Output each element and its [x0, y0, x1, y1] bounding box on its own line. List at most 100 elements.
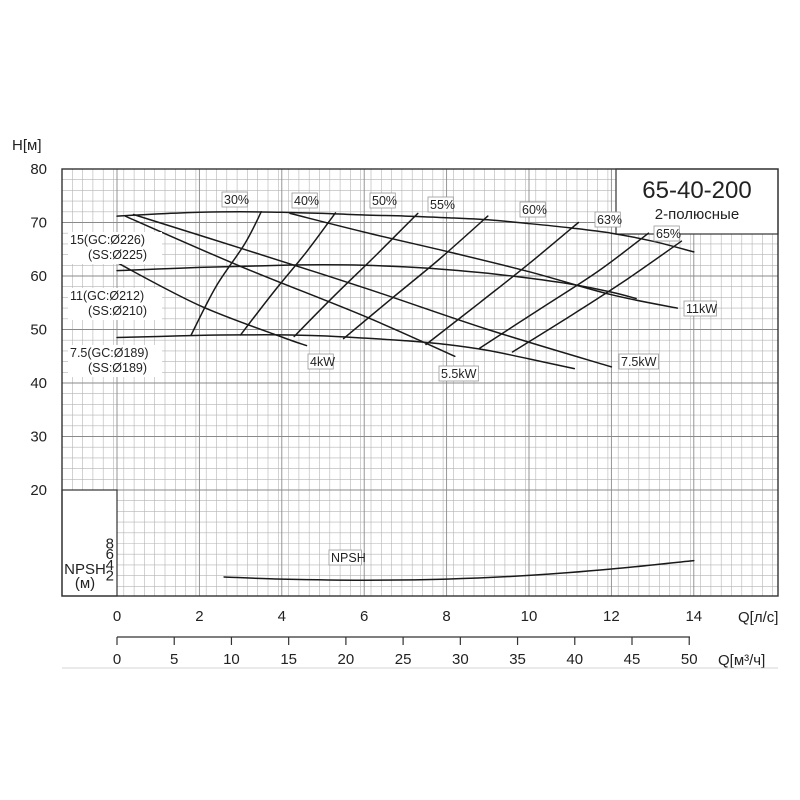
efficiency-label-text: 60%: [522, 203, 547, 217]
efficiency-label-box: [291, 192, 318, 209]
plot-frame: [61, 168, 779, 597]
secondary-tick-label: 10: [223, 651, 240, 668]
y-tick-label: 50: [30, 322, 47, 339]
power-label: 4kW: [307, 353, 335, 370]
power-label-text: 4kW: [310, 355, 335, 369]
secondary-tick-label: 20: [338, 651, 355, 668]
npsh-tick-label: 6: [106, 546, 114, 563]
power-label: 11kW: [683, 300, 717, 317]
efficiency-curve: [342, 215, 489, 340]
efficiency-label-box: [519, 201, 546, 218]
impeller-label-line1: 7.5(GC:Ø189): [70, 346, 149, 360]
npsh-tick-label: 8: [106, 536, 114, 553]
y-tick-label: 80: [30, 161, 47, 178]
secondary-tick-label: 30: [452, 651, 469, 668]
efficiency-label: 40%: [291, 192, 319, 209]
efficiency-label-box: [427, 196, 454, 213]
secondary-x-axis: 0 5 10 15 20 25 30 35 40 45 50 Q[м³/ч]: [113, 636, 765, 669]
efficiency-curve: [511, 240, 683, 353]
npsh-tick-label: 4: [106, 557, 114, 574]
efficiency-label-text: 55%: [430, 198, 455, 212]
secondary-tick-label: 50: [681, 651, 698, 668]
efficiency-label-box: [221, 191, 248, 208]
efficiency-label-text: 30%: [224, 193, 249, 207]
efficiency-label-text: 63%: [597, 213, 622, 227]
x-tick-label: 2: [195, 608, 203, 625]
y-tick-label: 20: [30, 482, 47, 499]
power-label-text: 7.5kW: [621, 355, 657, 369]
impeller-label-line2: (SS:Ø225): [88, 248, 147, 262]
y-axis-label: H[м]: [12, 137, 41, 154]
chart-subtitle: 2-полюсные: [655, 206, 739, 223]
power-line: [124, 215, 456, 358]
x-tick-label: 14: [685, 608, 702, 625]
secondary-axis-label: Q[м³/ч]: [718, 652, 765, 669]
impeller-label-line1: 15(GC:Ø226): [70, 233, 145, 247]
impeller-label-bg: [68, 345, 162, 377]
y-tick-label: 30: [30, 429, 47, 446]
chart-title: 65-40-200: [642, 177, 751, 204]
npsh-label: NPSH: [328, 549, 366, 566]
x-tick-label: 6: [360, 608, 368, 625]
efficiency-curve: [239, 212, 337, 336]
impeller-label-line2: (SS:Ø210): [88, 304, 147, 318]
impeller-label: 7.5(GC:Ø189)(SS:Ø189): [68, 345, 162, 377]
efficiency-label: 65%: [653, 225, 681, 242]
secondary-tick-label: 15: [280, 651, 297, 668]
efficiency-label: 55%: [427, 196, 455, 213]
efficiency-label-text: 40%: [294, 194, 319, 208]
secondary-tick-label: 25: [395, 651, 412, 668]
npsh-curve: [223, 559, 695, 581]
efficiency-label-box: [369, 192, 396, 209]
power-line: [132, 213, 613, 368]
efficiency-label-text: 50%: [372, 194, 397, 208]
secondary-tick-label: 0: [113, 651, 121, 668]
x-tick-label: 4: [278, 608, 286, 625]
efficiency-curve: [478, 232, 650, 349]
impeller-curve: [116, 264, 637, 300]
efficiency-curve: [293, 212, 419, 338]
power-label-box: [438, 365, 479, 382]
efficiency-label-box: [594, 211, 621, 228]
x-tick-label: 12: [603, 608, 620, 625]
npsh-axis-label: NPSH: [64, 561, 106, 578]
x-tick-label: 10: [521, 608, 538, 625]
impeller-curve: [116, 211, 695, 253]
impeller-label-line2: (SS:Ø189): [88, 361, 147, 375]
npsh-label-text: NPSH: [331, 551, 366, 565]
impeller-label-bg: [68, 232, 162, 264]
impeller-curve: [116, 334, 576, 370]
y-tick-label: 70: [30, 215, 47, 232]
impeller-label: 11(GC:Ø212)(SS:Ø210): [68, 288, 162, 320]
efficiency-label-text: 65%: [656, 227, 681, 241]
power-label-text: 11kW: [686, 302, 717, 316]
impeller-label: 15(GC:Ø226)(SS:Ø225): [68, 232, 162, 264]
efficiency-label: 30%: [221, 191, 249, 208]
x-axis-label: Q[л/с]: [738, 609, 778, 626]
npsh-tick-label: 2: [106, 567, 114, 584]
secondary-tick-label: 45: [624, 651, 641, 668]
x-tick-label: 0: [113, 608, 121, 625]
efficiency-label: 63%: [594, 211, 622, 228]
secondary-tick-label: 40: [566, 651, 583, 668]
power-line: [289, 212, 679, 309]
efficiency-curve: [190, 211, 262, 336]
power-label-box: [683, 300, 717, 317]
npsh-axis-box: [61, 489, 118, 597]
npsh-axis-label-unit: (м): [75, 575, 95, 592]
impeller-label-line1: 11(GC:Ø212): [70, 289, 144, 303]
y-tick-label: 40: [30, 375, 47, 392]
efficiency-label: 60%: [519, 201, 547, 218]
power-label: 7.5kW: [618, 353, 659, 370]
efficiency-label: 50%: [369, 192, 397, 209]
impeller-label-bg: [68, 288, 162, 320]
secondary-tick-label: 5: [170, 651, 178, 668]
power-label-box: [307, 353, 334, 370]
secondary-tick-label: 35: [509, 651, 526, 668]
x-tick-label: 8: [442, 608, 450, 625]
title-box: [615, 168, 779, 235]
power-label-text: 5.5kW: [441, 367, 477, 381]
y-tick-label: 60: [30, 268, 47, 285]
power-label-box: [618, 353, 659, 370]
